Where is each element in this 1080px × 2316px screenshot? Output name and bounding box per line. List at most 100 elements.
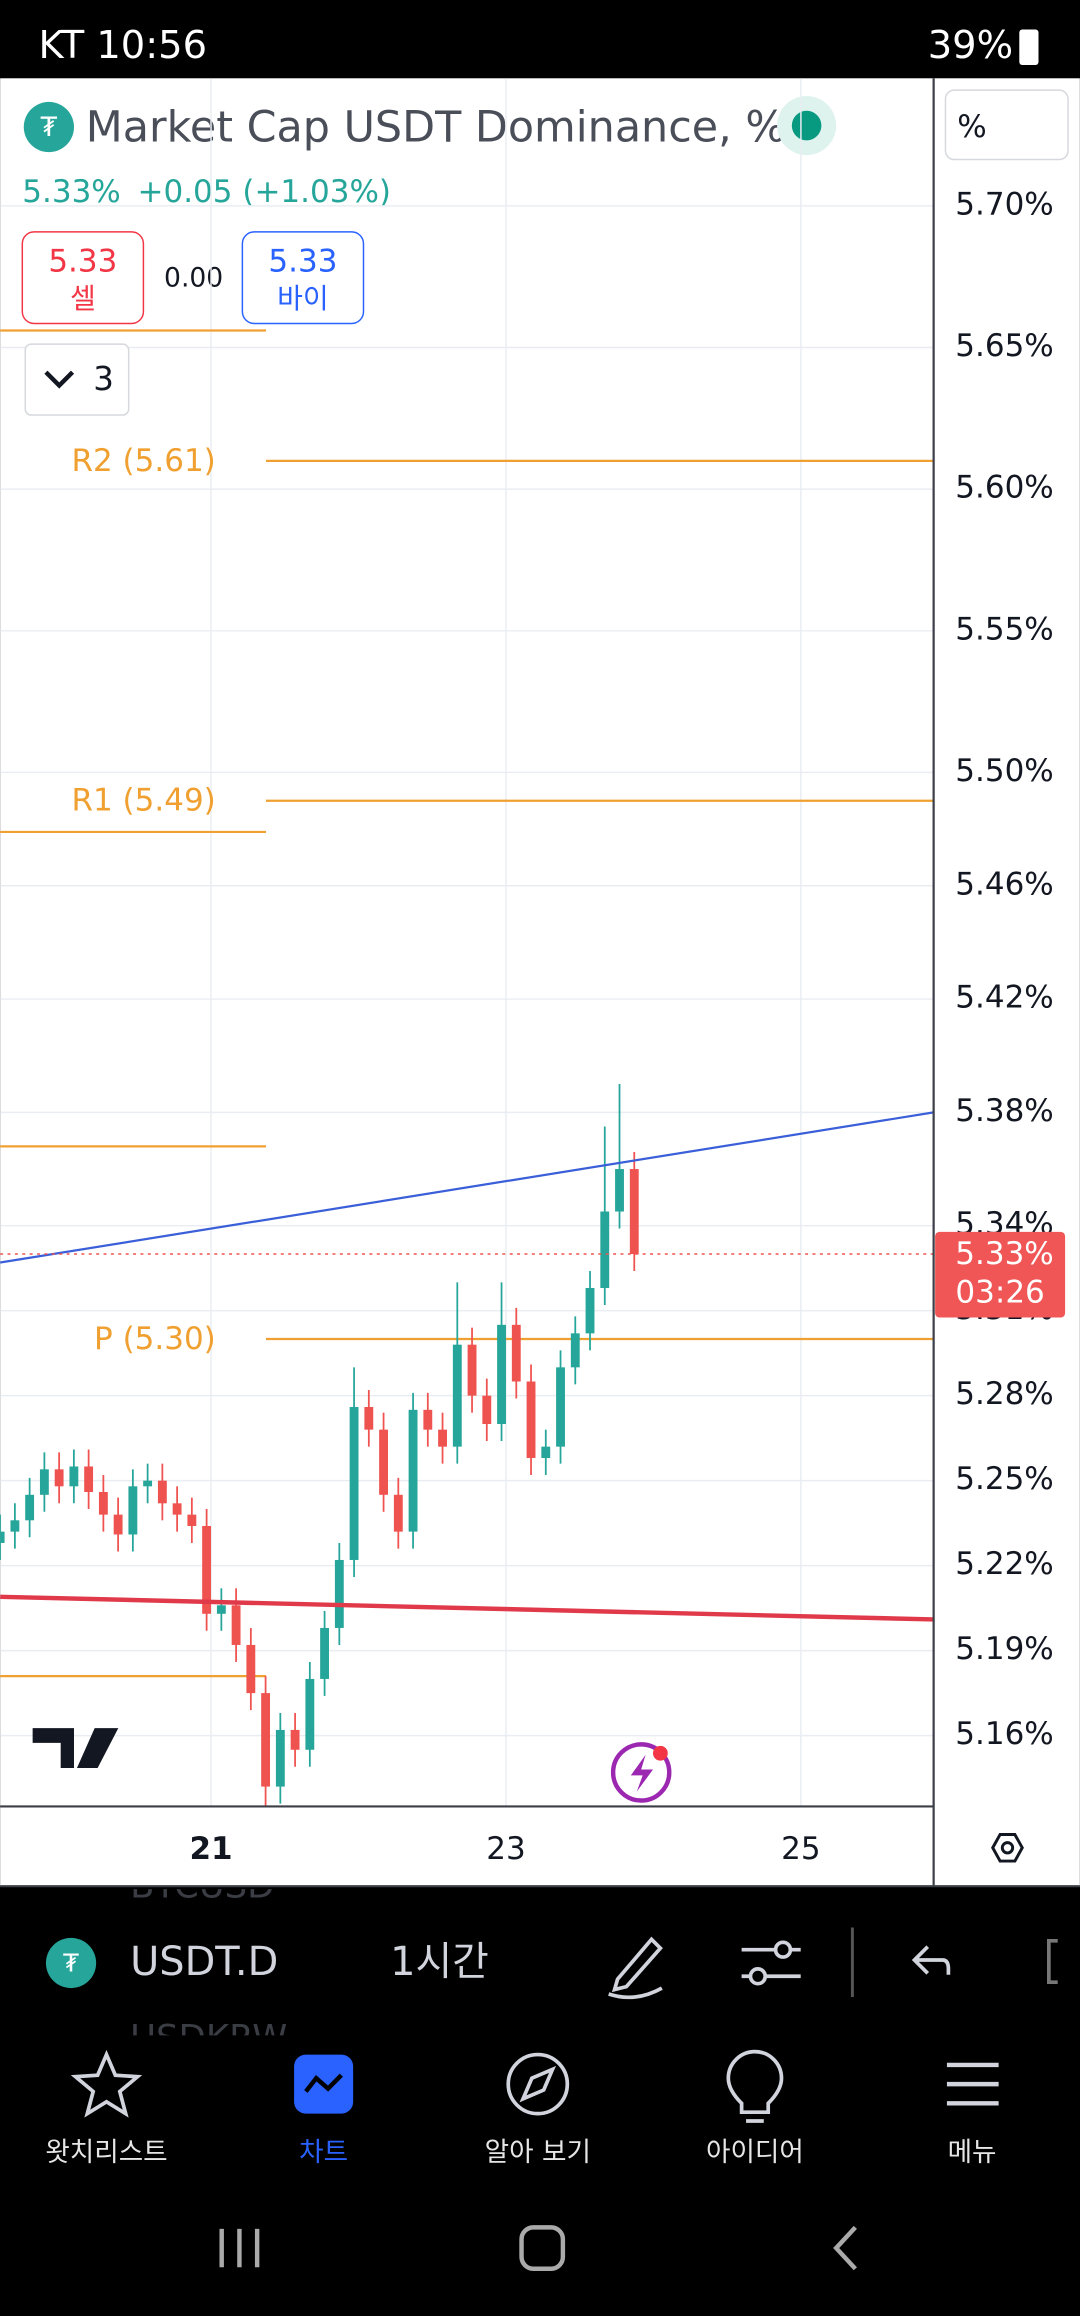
logo-glyph: ₮ (40, 112, 57, 143)
nav-labels: 왓치리스트 차트 알아 보기 아이디어 메뉴 (45, 2137, 996, 2168)
indicator-count: 3 (93, 360, 114, 398)
candle-body (570, 1333, 580, 1368)
status-time: KT 10:56 (39, 23, 207, 68)
candle-body (157, 1480, 167, 1504)
market-open-dot[interactable] (791, 110, 822, 141)
tradingview-logo (32, 1728, 119, 1769)
chart-panel (0, 78, 1080, 1887)
toolbar: BTCUSD USDKRW (130, 1866, 287, 2059)
candle-body (187, 1514, 197, 1526)
candle-body (10, 1520, 20, 1532)
settings-icon[interactable] (991, 1833, 1024, 1863)
back-button[interactable] (833, 2225, 857, 2271)
nav-label: 왓치리스트 (45, 2137, 167, 2168)
candle-body (39, 1469, 49, 1495)
symbol-button[interactable]: USDT.D (130, 1939, 278, 1985)
compass-needle (519, 2065, 557, 2103)
y-tick-label: 5.25% (955, 1461, 1053, 1497)
toolbar-logo (45, 1937, 97, 1989)
faded-symbol: USDKRW (130, 2018, 287, 2059)
explore-icon[interactable] (506, 2052, 570, 2116)
candle-body (364, 1406, 374, 1430)
candle-body (54, 1469, 64, 1487)
faded-symbol: BTCUSD (130, 1866, 274, 1907)
candle-body (600, 1211, 610, 1289)
buy-button[interactable] (241, 231, 365, 325)
nav-label: 아이디어 (706, 2137, 804, 2168)
draw-tool-icon[interactable] (608, 1936, 663, 2000)
indicators-icon[interactable] (741, 1940, 801, 1986)
candle-body (69, 1466, 79, 1487)
scale-button[interactable] (944, 89, 1069, 161)
candle-body (629, 1169, 639, 1255)
ideas-icon[interactable] (726, 2049, 784, 2123)
interval-button[interactable]: 1시간 (390, 1939, 489, 1985)
candle-body (423, 1409, 433, 1430)
pivot-label: R2 (5.61) (71, 443, 215, 479)
y-tick-label: 5.50% (955, 753, 1053, 789)
candle-body (216, 1605, 226, 1614)
menu-icon[interactable] (946, 2062, 999, 2106)
spread: 0.00 (164, 263, 223, 294)
lightning-icon (630, 1754, 653, 1792)
trendline (0, 1594, 934, 1622)
candle-body (511, 1324, 521, 1382)
logo-glyph: ₮ (63, 1948, 79, 1977)
candle-body (349, 1406, 359, 1560)
last-price: 5.33% (22, 174, 120, 210)
watchlist-icon[interactable] (70, 2049, 143, 2118)
more-icon[interactable] (1046, 1938, 1058, 1985)
chart-title: Market Cap USDT Dominance, % (86, 102, 786, 152)
candle-body (615, 1169, 624, 1212)
candle-body (497, 1324, 506, 1424)
candle-body (526, 1381, 536, 1458)
chevron-icon (44, 370, 75, 389)
y-tick-label: 5.38% (955, 1093, 1053, 1129)
home-button[interactable] (519, 2225, 566, 2271)
y-tick-label: 5.55% (955, 611, 1053, 647)
candle-body (408, 1409, 418, 1532)
candle-body (128, 1486, 138, 1535)
candle-body (305, 1678, 315, 1750)
recents-button[interactable] (219, 2228, 260, 2268)
countdown: 03:26 (955, 1274, 1044, 1310)
y-tick-label: 5.19% (955, 1631, 1053, 1667)
candle-body (172, 1503, 182, 1515)
battery-text: 39% (928, 23, 1013, 68)
y-tick-label: 5.22% (955, 1546, 1053, 1582)
sell-price: 5.33 (48, 243, 117, 279)
lightning-button[interactable] (610, 1742, 672, 1803)
trendline (0, 1111, 934, 1264)
candle-body (261, 1693, 271, 1787)
candle-body (438, 1429, 447, 1447)
price-badge (935, 1231, 1066, 1318)
candle-body (379, 1429, 388, 1495)
x-tick-label: 23 (486, 1831, 525, 1867)
buy-label: 바이 (277, 282, 329, 315)
nav-label: 메뉴 (948, 2137, 997, 2168)
candle-body (143, 1480, 153, 1487)
indicators-toggle[interactable] (24, 343, 130, 416)
y-tick-label: 5.28% (955, 1376, 1053, 1412)
battery-icon (1019, 29, 1039, 65)
candle-body (113, 1514, 123, 1535)
buy-price: 5.33 (268, 243, 337, 279)
candle-body (98, 1491, 108, 1515)
candle-body (393, 1494, 403, 1532)
undo-icon[interactable] (911, 1945, 951, 1975)
candle-body (556, 1367, 565, 1447)
candle-body (202, 1525, 212, 1614)
y-tick-label: 5.16% (955, 1716, 1053, 1752)
scale-button-label: % (957, 109, 986, 145)
sell-button[interactable] (21, 231, 145, 325)
candle-body (246, 1644, 256, 1694)
price-change: +0.05 (+1.03%) (138, 174, 392, 210)
pivot-label: R1 (5.49) (71, 783, 215, 819)
candle-body (84, 1466, 94, 1492)
candle-body (320, 1627, 330, 1679)
candle-body (452, 1344, 462, 1447)
chart-glyph (304, 2073, 343, 2093)
y-tick-label: 5.42% (955, 980, 1053, 1016)
